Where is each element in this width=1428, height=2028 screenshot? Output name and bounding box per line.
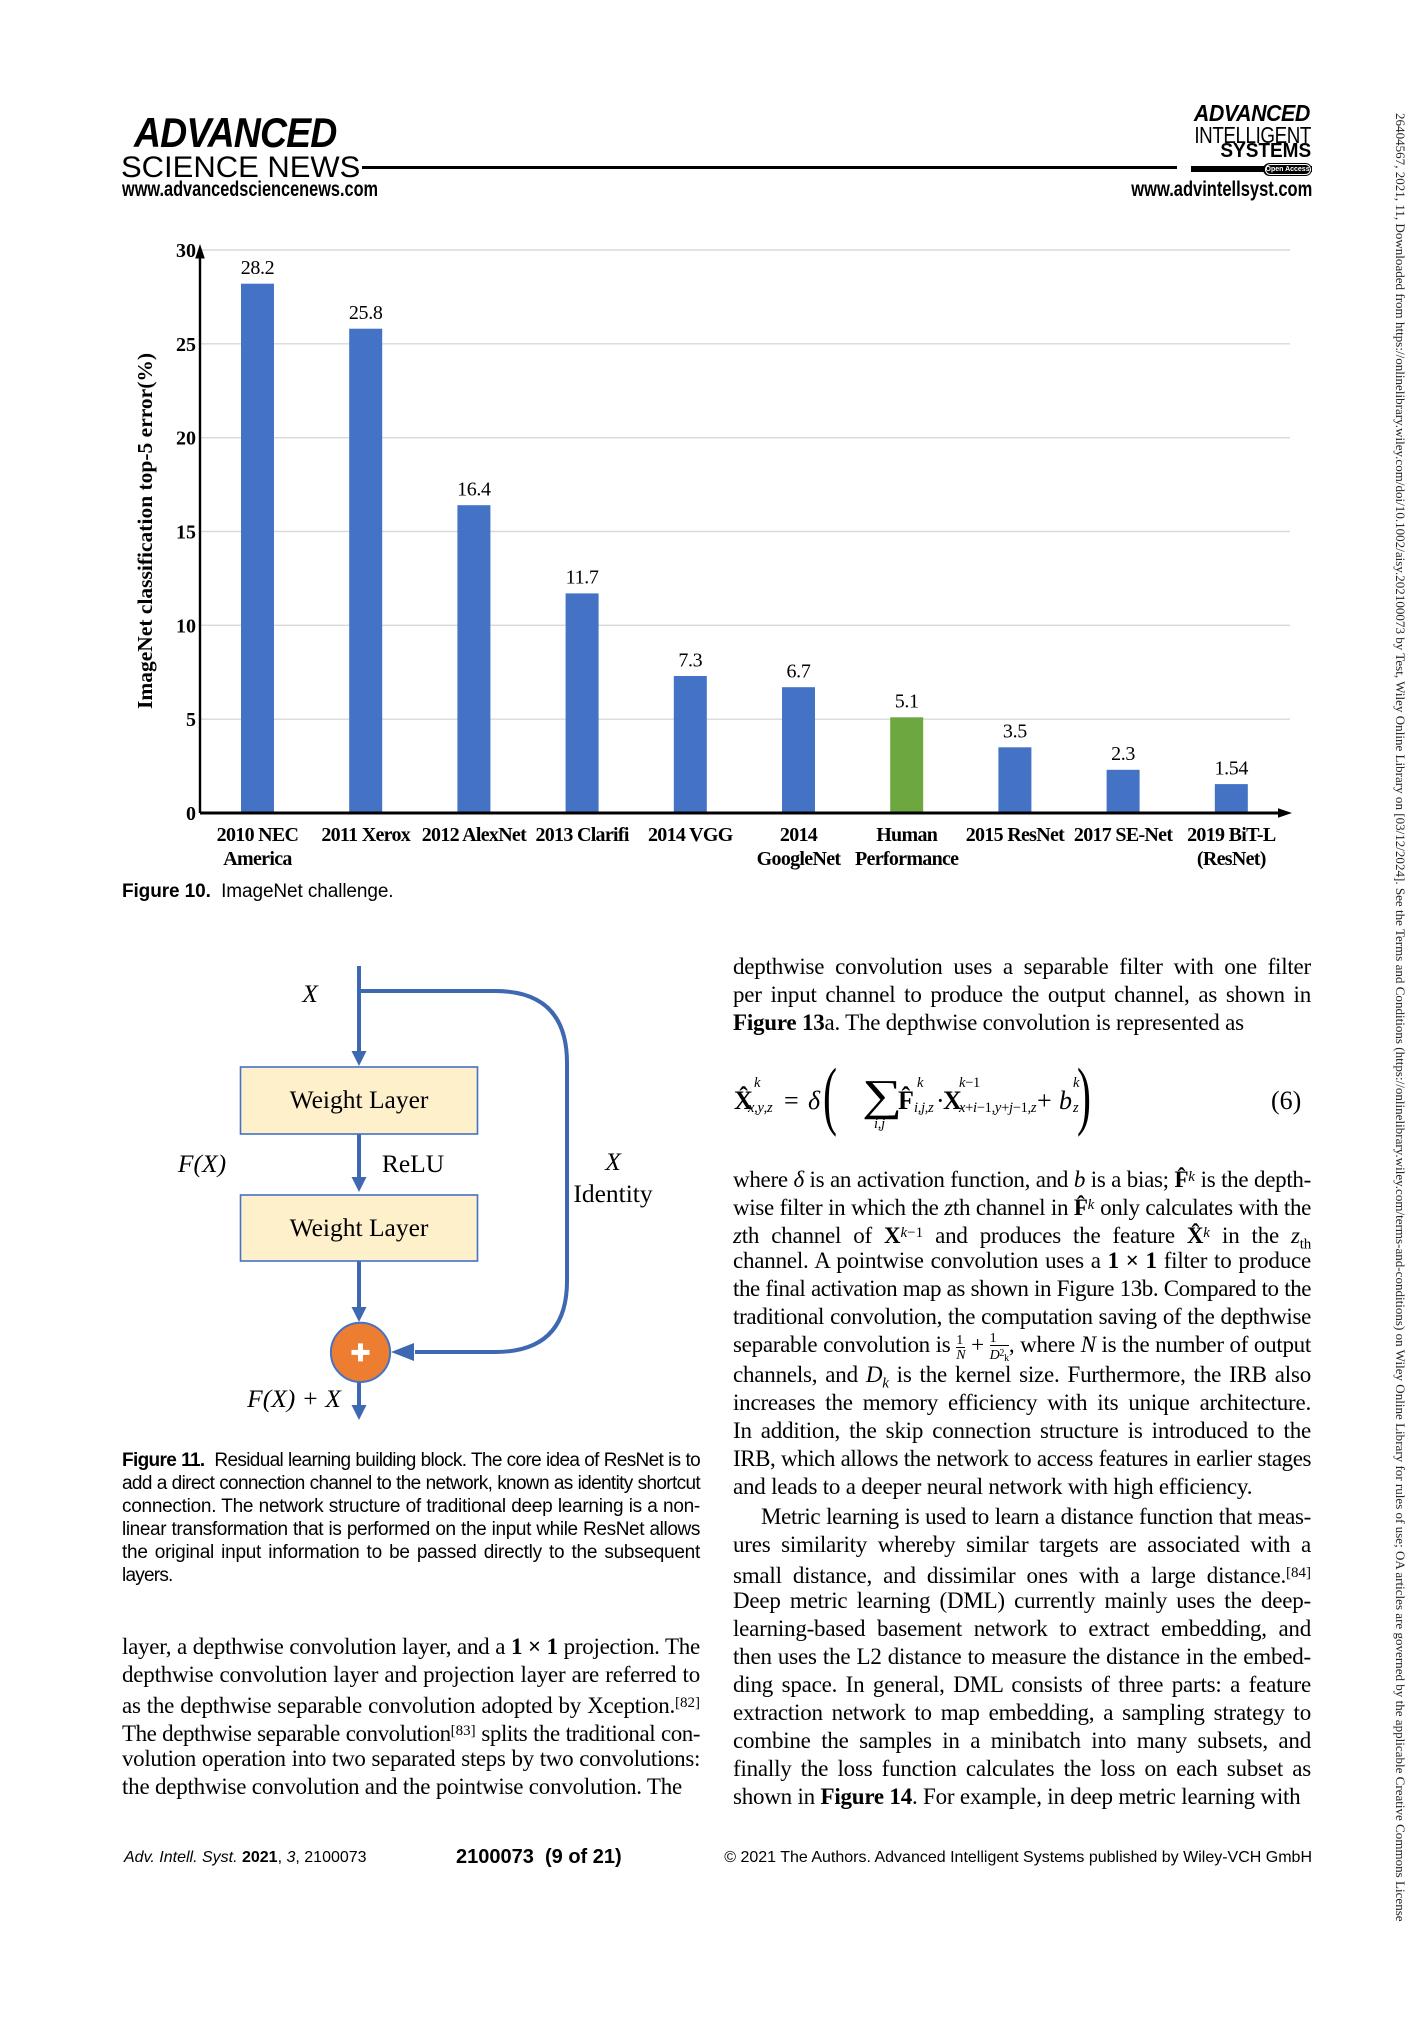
svg-text:1.54: 1.54	[1214, 757, 1248, 779]
svg-text:Weight Layer: Weight Layer	[290, 1213, 429, 1242]
svg-text:Human: Human	[876, 824, 938, 846]
svg-text:25.8: 25.8	[349, 302, 383, 324]
svg-text:11.7: 11.7	[566, 567, 599, 589]
svg-text:F(X) + X: F(X) + X	[246, 1384, 342, 1413]
svg-text:0: 0	[186, 803, 196, 825]
svg-text:10: 10	[176, 615, 196, 637]
svg-text:25: 25	[176, 334, 196, 356]
svg-text:2010 NEC: 2010 NEC	[217, 824, 299, 846]
svg-text:2014 VGG: 2014 VGG	[648, 824, 734, 846]
svg-text:3.5: 3.5	[1003, 721, 1027, 743]
svg-text:6.7: 6.7	[787, 661, 811, 683]
svg-text:X: X	[604, 1147, 622, 1176]
svg-text:Identity: Identity	[573, 1179, 653, 1208]
svg-text:2015 ResNet: 2015 ResNet	[966, 824, 1065, 846]
svg-text:2017 SE-Net: 2017 SE-Net	[1074, 824, 1173, 846]
svg-text:5.1: 5.1	[895, 691, 919, 713]
svg-text:16.4: 16.4	[457, 479, 491, 501]
svg-text:2012 AlexNet: 2012 AlexNet	[422, 824, 527, 846]
svg-text:20: 20	[176, 428, 196, 450]
svg-text:2.3: 2.3	[1111, 743, 1135, 765]
svg-text:X: X	[301, 979, 319, 1008]
svg-text:5: 5	[186, 709, 196, 731]
svg-text:7.3: 7.3	[678, 649, 702, 671]
svg-text:2011 Xerox: 2011 Xerox	[321, 824, 410, 846]
svg-text:(ResNet): (ResNet)	[1197, 848, 1266, 870]
svg-text:GoogleNet: GoogleNet	[757, 848, 842, 870]
svg-text:America: America	[223, 848, 292, 870]
svg-text:2013 Clarifi: 2013 Clarifi	[535, 824, 629, 846]
svg-text:ReLU: ReLU	[382, 1149, 444, 1178]
svg-text:Performance: Performance	[855, 848, 959, 870]
svg-text:28.2: 28.2	[241, 257, 275, 279]
svg-text:2019 BiT-L: 2019 BiT-L	[1187, 824, 1276, 846]
svg-text:30: 30	[176, 240, 196, 262]
svg-text:2014: 2014	[780, 824, 818, 846]
svg-text:ImageNet classification top-5: ImageNet classification top-5 error(%)	[133, 353, 157, 709]
svg-text:Weight Layer: Weight Layer	[290, 1085, 429, 1114]
svg-text:15: 15	[176, 522, 196, 544]
svg-text:F(X): F(X)	[177, 1149, 226, 1178]
